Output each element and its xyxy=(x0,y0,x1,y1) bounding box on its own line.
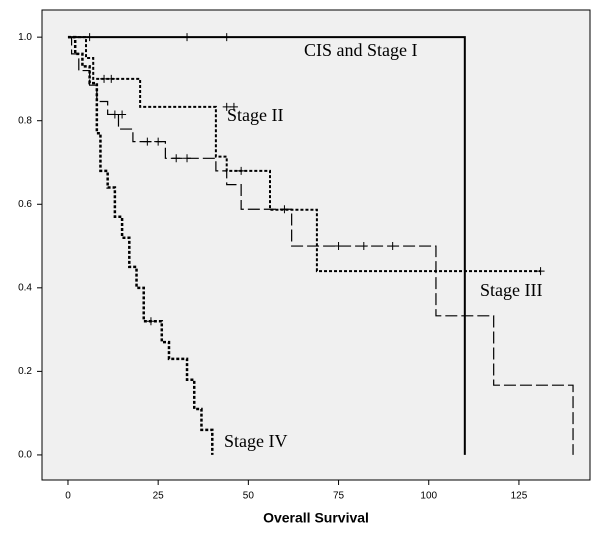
x-tick-label: 0 xyxy=(65,491,71,502)
censor-mark xyxy=(110,110,119,119)
censor-mark xyxy=(222,102,231,111)
censor-mark xyxy=(154,137,163,146)
censor-mark xyxy=(237,166,246,175)
survival-curve xyxy=(67,36,541,273)
curve-label: Stage II xyxy=(227,105,283,125)
x-axis-title: Overall Survival xyxy=(263,510,369,526)
censor-mark xyxy=(146,317,155,326)
censor-mark xyxy=(172,154,181,163)
curve-label: Stage III xyxy=(480,280,542,300)
curve-label: Stage IV xyxy=(224,431,287,451)
y-tick-label: 0.8 xyxy=(18,115,32,126)
censor-mark xyxy=(183,154,192,163)
x-tick-label: 50 xyxy=(243,491,255,502)
censor-mark xyxy=(100,74,109,83)
censor-mark xyxy=(222,33,231,42)
y-tick-label: 0.2 xyxy=(18,366,32,377)
censor-mark xyxy=(359,242,368,251)
censor-mark xyxy=(388,242,397,251)
x-tick-label: 75 xyxy=(333,491,345,502)
y-tick-label: 1.0 xyxy=(18,32,32,43)
x-tick-label: 125 xyxy=(511,491,528,502)
censor-mark xyxy=(143,137,152,146)
censor-mark xyxy=(85,33,94,42)
y-tick-label: 0.4 xyxy=(18,282,32,293)
censor-mark xyxy=(334,242,343,251)
censor-mark xyxy=(183,33,192,42)
censor-mark xyxy=(280,205,289,214)
censor-mark xyxy=(536,267,545,276)
censor-mark xyxy=(118,110,127,119)
survival-curve xyxy=(67,35,214,455)
y-tick-label: 0.0 xyxy=(18,450,32,461)
curve-label: CIS and Stage I xyxy=(304,40,417,60)
y-tick-label: 0.6 xyxy=(18,199,32,210)
censor-mark xyxy=(229,102,238,111)
x-tick-label: 100 xyxy=(420,491,437,502)
censor-mark xyxy=(107,74,116,83)
x-tick-label: 25 xyxy=(153,491,165,502)
